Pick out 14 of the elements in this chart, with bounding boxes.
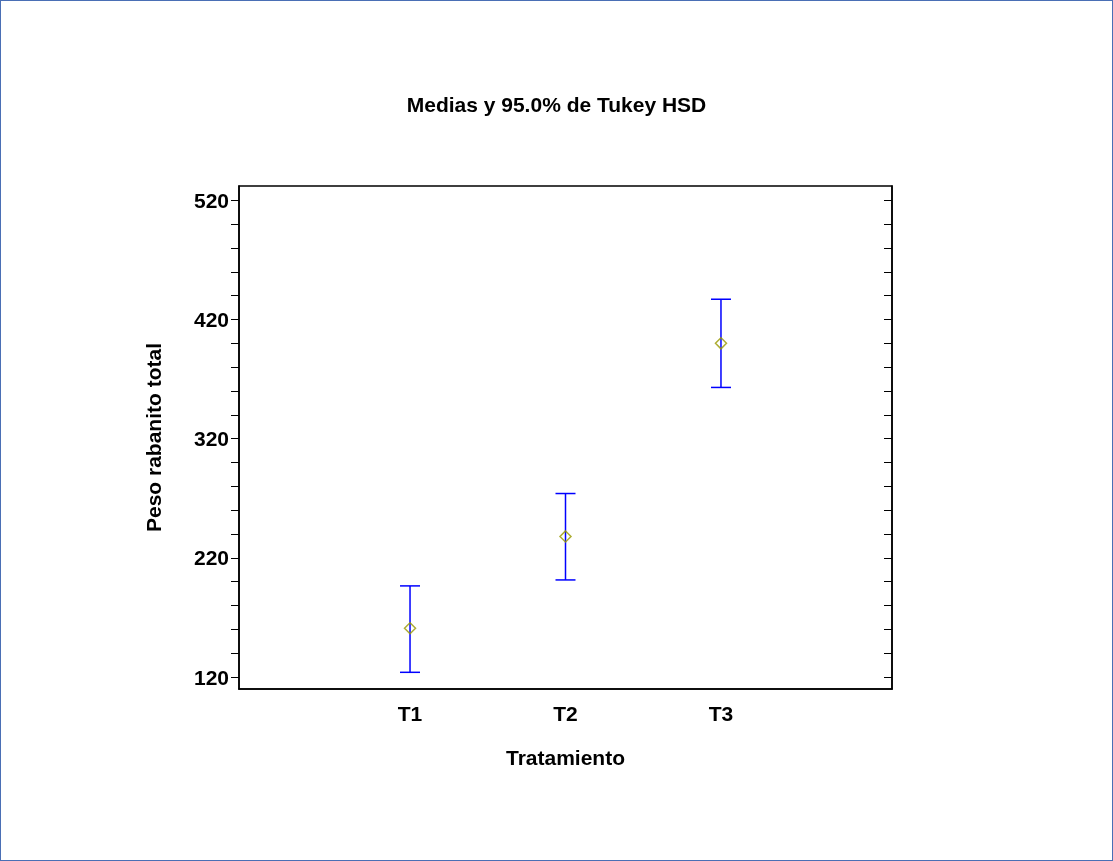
- y-tick-label: 320: [193, 427, 229, 451]
- y-tick-label: 420: [193, 308, 229, 331]
- x-tick-label: T1: [397, 702, 423, 725]
- point: [714, 337, 728, 350]
- x-axis-title: Tratamiento: [505, 746, 626, 769]
- chart-title: Medias y 95.0% de Tukey HSD: [406, 93, 707, 116]
- point: [559, 530, 572, 543]
- point: [403, 621, 417, 635]
- x-tick-label: T2: [553, 702, 578, 725]
- y-tick-label: 520: [193, 188, 229, 212]
- x-tick-label: T3: [708, 702, 734, 725]
- y-tick-label: 120: [193, 665, 229, 689]
- y-tick-label: 220: [193, 546, 229, 570]
- y-axis-title: Peso rabanito total: [142, 342, 165, 533]
